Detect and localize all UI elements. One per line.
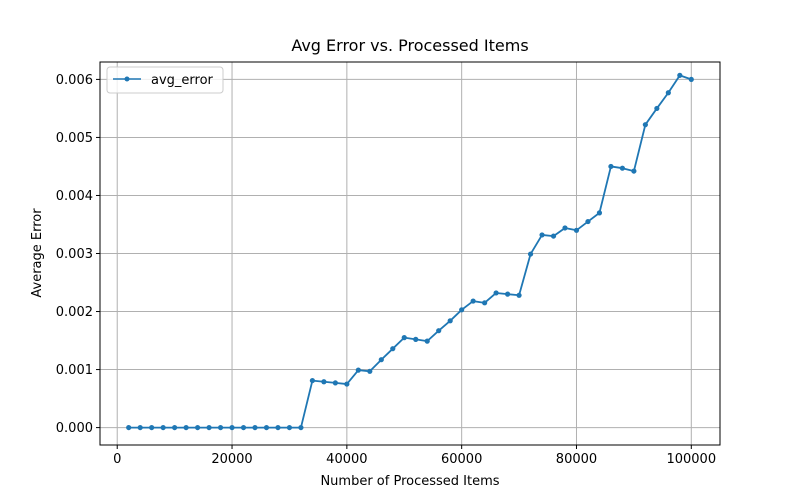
data-point (355, 367, 361, 373)
y-tick-label: 0.004 (56, 189, 93, 204)
data-point (573, 227, 580, 233)
data-point (390, 346, 396, 352)
data-point (298, 424, 304, 431)
data-point (183, 424, 189, 431)
data-point (344, 381, 350, 387)
data-point (527, 251, 534, 257)
data-point (401, 335, 407, 341)
grid (100, 62, 720, 445)
data-point (206, 424, 212, 431)
data-point (309, 377, 316, 384)
y-axis-ticks: 0.000 0.001 0.002 0.003 0.004 0.005 0.006 (56, 73, 100, 436)
data-point (194, 424, 201, 431)
data-point (126, 424, 132, 431)
x-axis-ticks: 0 20000 40000 60000 80000 100000 (113, 445, 716, 467)
data-point (539, 232, 545, 238)
data-point (413, 336, 419, 342)
data-point (482, 300, 488, 306)
data-point (137, 424, 143, 431)
data-point (367, 368, 373, 374)
y-axis-label: Average Error (30, 208, 45, 298)
data-point (631, 168, 637, 174)
legend-box (106, 66, 224, 94)
data-point (619, 165, 626, 171)
data-point (229, 424, 235, 431)
x-tick-label: 100000 (666, 452, 716, 467)
data-point (562, 225, 568, 231)
data-point (504, 291, 511, 297)
chart-title: Avg Error vs. Processed Items (291, 36, 528, 55)
data-point (642, 122, 648, 128)
data-point (332, 380, 338, 386)
y-tick-label: 0.001 (56, 363, 93, 378)
data-point (608, 163, 614, 170)
data-point (585, 218, 591, 225)
series-layer (126, 72, 694, 431)
y-tick-label: 0.006 (56, 73, 93, 88)
data-point (677, 72, 683, 78)
data-point (240, 424, 247, 431)
data-point (252, 424, 258, 431)
data-point (459, 307, 465, 313)
legend: avg_error (106, 66, 224, 94)
data-point (654, 105, 660, 112)
data-point (470, 298, 476, 304)
data-point (436, 328, 442, 334)
data-point (149, 424, 155, 431)
data-point (217, 424, 224, 431)
legend-label-avg-error: avg_error (151, 73, 214, 88)
x-tick-label: 0 (113, 452, 121, 467)
data-point (596, 210, 603, 216)
data-point (160, 424, 166, 431)
data-point (172, 424, 178, 431)
y-tick-label: 0.003 (56, 247, 93, 262)
data-point (688, 76, 694, 83)
data-point (493, 290, 499, 296)
data-point (321, 379, 327, 385)
data-point (550, 233, 557, 239)
data-point (447, 318, 453, 324)
data-point (424, 338, 430, 344)
x-tick-label: 40000 (326, 452, 367, 467)
y-tick-label: 0.000 (56, 421, 93, 436)
x-tick-label: 20000 (211, 452, 252, 467)
data-point (286, 424, 293, 431)
data-point (516, 292, 522, 298)
data-point (665, 90, 671, 96)
y-tick-label: 0.005 (56, 131, 93, 146)
data-point (378, 357, 384, 363)
x-axis-label: Number of Processed Items (320, 474, 499, 489)
data-point (275, 424, 281, 431)
legend-marker-swatch (124, 76, 130, 82)
x-tick-label: 60000 (441, 452, 482, 467)
data-point (263, 424, 270, 431)
y-tick-label: 0.002 (56, 305, 93, 320)
x-tick-label: 80000 (556, 452, 597, 467)
